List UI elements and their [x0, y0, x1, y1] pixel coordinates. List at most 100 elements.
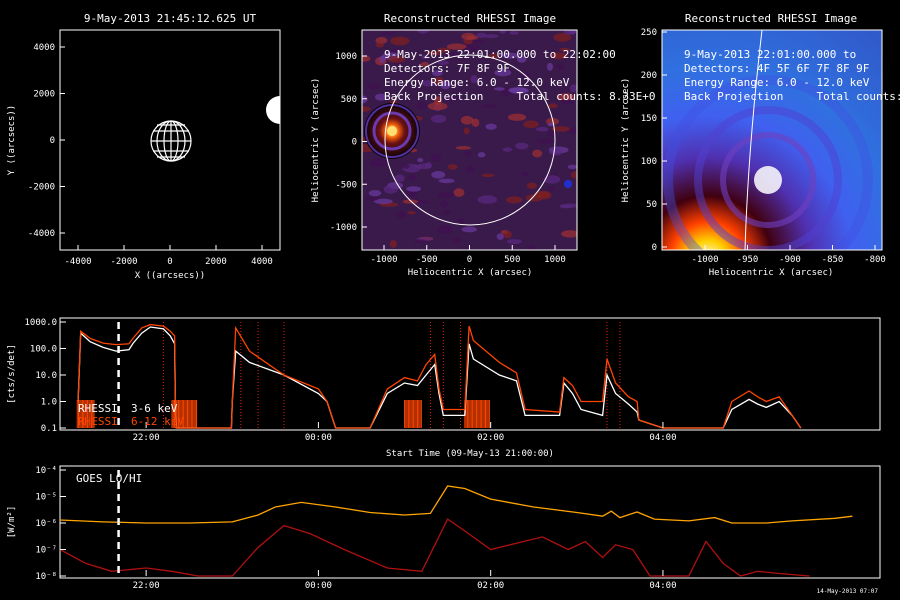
- x-tick-label: 00:00: [305, 581, 332, 591]
- rhessi-ylabel: [cts/s/det]: [7, 344, 17, 404]
- y-tick-label: 150: [641, 114, 657, 124]
- goes-plot-frame: [59, 465, 881, 579]
- img1-x-ticks: -1000 -500 0 500 1000: [370, 245, 566, 265]
- y-tick-label: 10⁻⁵: [35, 493, 57, 503]
- goes-x-ticks: 22:00 00:00 02:00 04:00: [133, 570, 676, 591]
- overlay-line: Back Projection Total counts: 8.33E+0: [384, 90, 656, 103]
- img2-xlabel: Heliocentric X (arcsec): [709, 268, 834, 278]
- y-tick-label: 1.0: [41, 398, 57, 408]
- y-tick-label: 0: [652, 243, 657, 253]
- y-tick-label: 4000: [33, 43, 55, 53]
- x-tick-label: 1000: [544, 255, 566, 265]
- x-tick-label: -950: [737, 255, 759, 265]
- y-tick-label: 10⁻⁴: [35, 466, 57, 476]
- sun-disk: [150, 120, 192, 162]
- overlay-line: 9-May-2013 22:01:00.000 to 22:02:00: [384, 48, 616, 61]
- img2-y-ticks: 250 200 150 100 50 0: [641, 28, 667, 253]
- goes-series-group: [59, 485, 853, 577]
- y-tick-label: 0: [352, 138, 357, 148]
- sun-ylabel: Y ((arcsecs)): [7, 105, 17, 175]
- legend-entry: RHESSI 3-6 keV: [78, 402, 178, 415]
- x-tick-label: 2000: [205, 257, 227, 267]
- y-tick-label: -4000: [28, 229, 55, 239]
- series-line-1: [59, 518, 810, 577]
- img2-x-ticks: -1000 -950 -900 -850 -800: [691, 245, 886, 265]
- y-tick-label: 1000: [335, 52, 357, 62]
- plot-timestamp: 14-May-2013 07:07: [817, 588, 879, 595]
- legend-entry: RHESSI 6-12 keV: [78, 415, 184, 428]
- img2-ylabel: Heliocentric Y (arcsec): [621, 78, 631, 203]
- sun-y-ticks: 4000 2000 0 -2000 -4000: [28, 43, 65, 239]
- x-tick-label: 02:00: [477, 581, 504, 591]
- overlay-line: Detectors: 7F 8F 9F: [384, 62, 510, 75]
- x-tick-label: 00:00: [305, 433, 332, 443]
- y-tick-label: 500: [341, 95, 357, 105]
- rhessi-image-panel-1: Reconstructed RHESSI Image 9-May-2013 22…: [311, 12, 656, 278]
- rhessi-y-ticks: 1000.0 100.0 10.0 1.0 0.1: [24, 318, 66, 434]
- y-tick-label: 10⁻⁶: [35, 519, 57, 529]
- y-tick-label: 0: [50, 136, 55, 146]
- x-tick-label: -4000: [64, 257, 91, 267]
- y-tick-label: 100.0: [30, 345, 57, 355]
- y-tick-label: 200: [641, 71, 657, 81]
- img1-image: [362, 30, 577, 250]
- y-tick-label: 100: [641, 157, 657, 167]
- rhessi-image-panel-2: Reconstructed RHESSI Image 9-May-2013 22…: [621, 12, 900, 278]
- sun-x-ticks: -4000 -2000 0 2000 4000: [64, 245, 273, 267]
- x-tick-label: 500: [504, 255, 520, 265]
- overlay-line: Energy Range: 6.0 - 12.0 keV: [384, 76, 570, 89]
- y-tick-label: 10⁻⁷: [35, 546, 57, 556]
- goes-y-ticks: 10⁻⁴ 10⁻⁵ 10⁻⁶ 10⁻⁷ 10⁻⁸: [35, 466, 66, 582]
- series-line-0: [59, 485, 853, 524]
- img1-overlay-text: 9-May-2013 22:01:00.000 to 22:02:00Detec…: [384, 48, 656, 103]
- overlay-line: Detectors: 4F 5F 6F 7F 8F 9F: [684, 62, 869, 75]
- rhessi-series-group: [77, 323, 802, 429]
- y-tick-label: 1000.0: [24, 318, 57, 328]
- y-tick-label: -2000: [28, 183, 55, 193]
- x-tick-label: -800: [864, 255, 886, 265]
- x-tick-label: 22:00: [133, 433, 160, 443]
- img2-frame: [661, 29, 883, 251]
- y-tick-label: 50: [646, 200, 657, 210]
- rhessi-x-ticks: 22:00 00:00 02:00 04:00: [133, 422, 676, 443]
- x-tick-label: -2000: [110, 257, 137, 267]
- legend-entry: GOES LO/HI: [76, 472, 142, 485]
- rhessi-xlabel: Start Time (09-May-13 21:00:00): [386, 449, 554, 459]
- overlay-line: 9-May-2013 22:01:00.000 to: [684, 48, 856, 61]
- y-tick-label: 250: [641, 28, 657, 38]
- y-tick-label: 10.0: [35, 371, 57, 381]
- y-tick-label: -1000: [330, 223, 357, 233]
- x-tick-label: 0: [467, 255, 472, 265]
- sun-plot-frame: [59, 29, 281, 251]
- x-tick-label: 4000: [251, 257, 273, 267]
- x-tick-label: 04:00: [649, 433, 676, 443]
- img1-xlabel: Heliocentric X (arcsec): [408, 268, 533, 278]
- overlay-line: Energy Range: 6.0 - 12.0 keV: [684, 76, 870, 89]
- series-line-1: [77, 323, 802, 429]
- attenuator-bars: [76, 400, 490, 428]
- goes-ylabel: [W/m²]: [7, 506, 17, 539]
- x-tick-label: 22:00: [133, 581, 160, 591]
- sun-panel: 9-May-2013 21:45:12.625 UT -4000 -2000 0 20…: [7, 12, 281, 281]
- edge-object: [266, 96, 280, 124]
- x-tick-label: 04:00: [649, 581, 676, 591]
- x-tick-label: -500: [416, 255, 438, 265]
- rhessi-lightcurve-plot: 22:00 00:00 02:00 04:00 1000.0 100.0 10.0 1.0 0…: [7, 317, 881, 459]
- x-tick-label: 02:00: [477, 433, 504, 443]
- x-tick-label: 0: [167, 257, 172, 267]
- y-tick-label: -500: [335, 180, 357, 190]
- x-tick-label: -1000: [691, 255, 718, 265]
- img1-y-ticks: 1000 500 0 -500 -1000: [330, 52, 367, 233]
- y-tick-label: 0.1: [41, 424, 57, 434]
- x-tick-label: -850: [822, 255, 844, 265]
- goes-legend: GOES LO/HI: [76, 472, 142, 485]
- img1-ylabel: Heliocentric Y (arcsec): [311, 78, 321, 203]
- img2-image: [662, 30, 882, 250]
- img2-title: Reconstructed RHESSI Image: [685, 12, 857, 25]
- goes-lightcurve-plot: 22:00 00:00 02:00 04:00 10⁻⁴10⁻⁵10⁻⁶10⁻⁷10⁻…: [7, 465, 881, 595]
- y-tick-label: 2000: [33, 90, 55, 100]
- overlay-line: Back Projection Total counts:: [684, 90, 900, 103]
- x-tick-label: -1000: [370, 255, 397, 265]
